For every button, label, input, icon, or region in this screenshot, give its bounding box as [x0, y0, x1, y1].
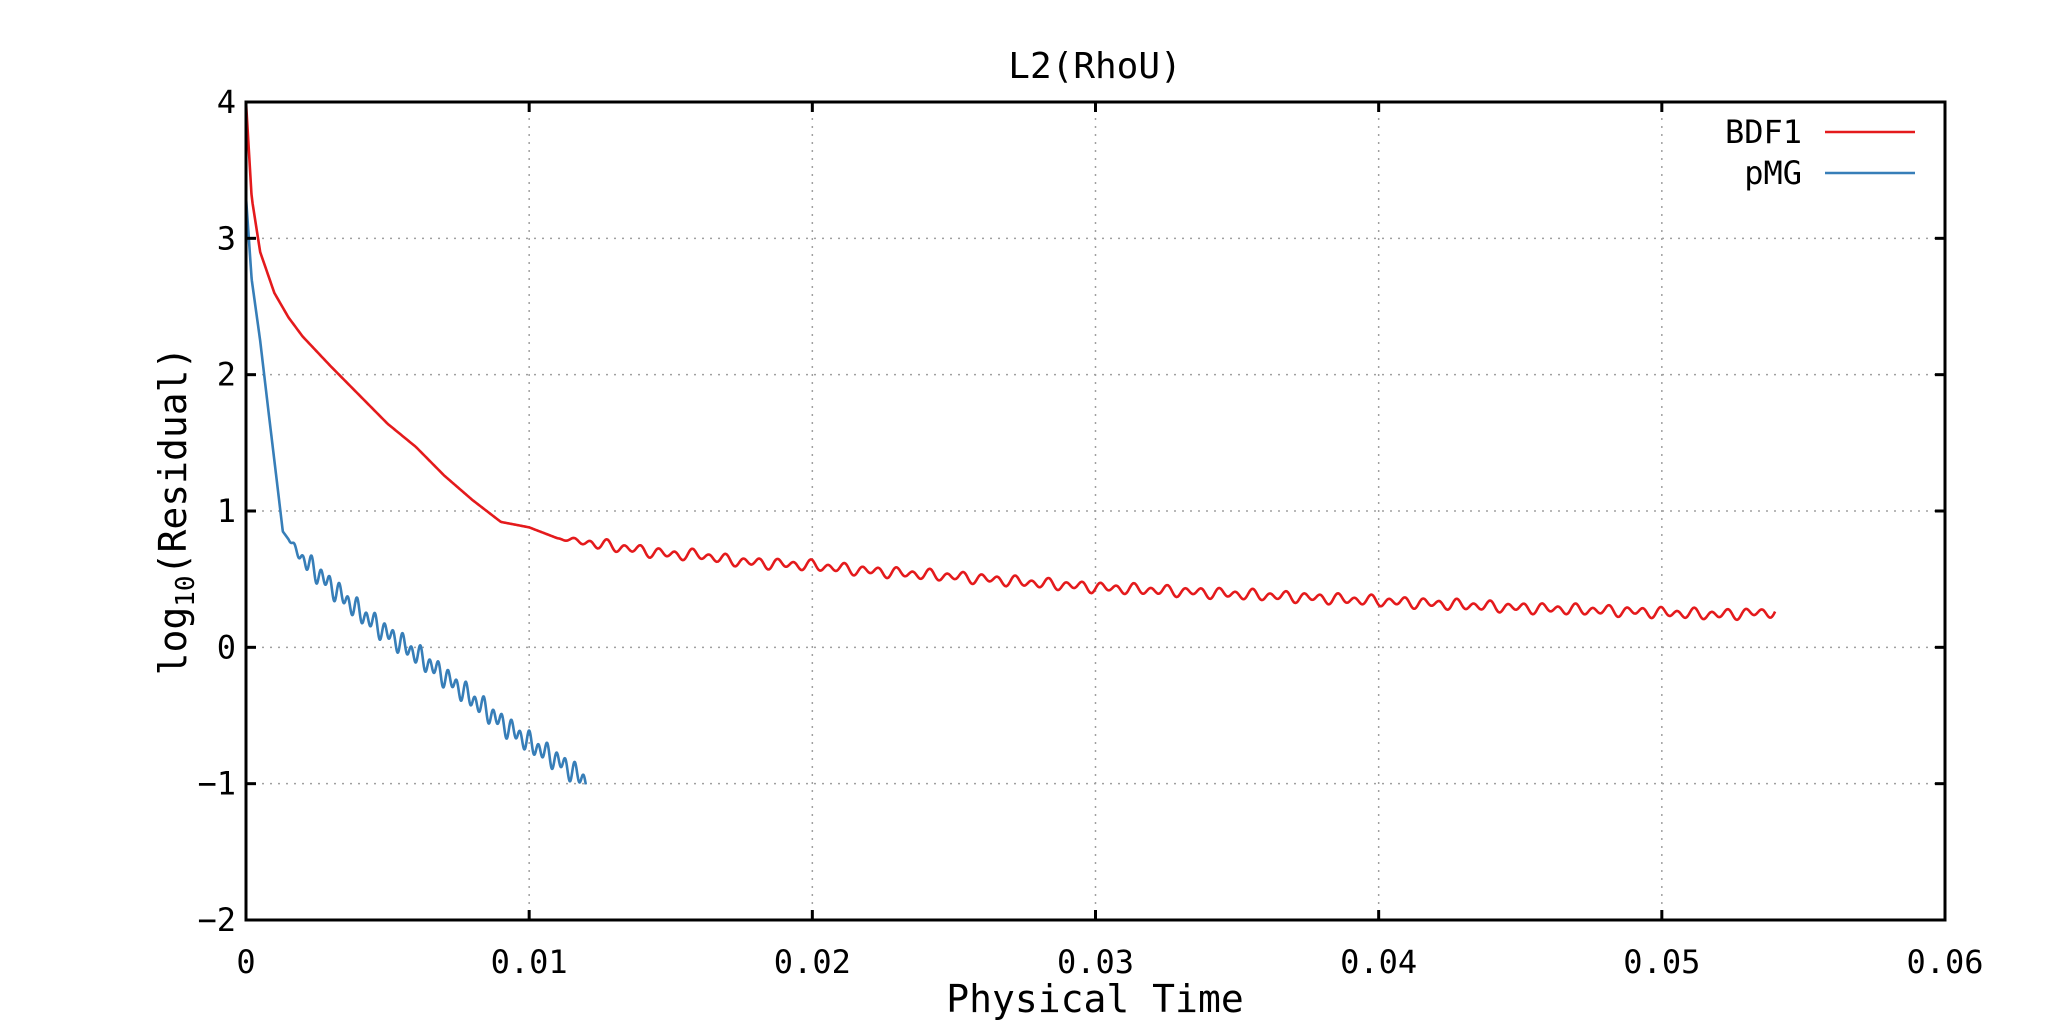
x-tick-label: 0 [236, 943, 255, 981]
y-tick-label: 2 [217, 356, 236, 394]
y-axis-label-subscript: 10 [171, 575, 201, 606]
chart-title: L2(RhoU) [1008, 46, 1181, 87]
y-axis-label: log10(Residual) [151, 347, 201, 676]
y-tick-labels: −2 −1 0 1 2 3 4 [197, 83, 236, 939]
grid [246, 102, 1945, 920]
y-tick-label: 3 [217, 219, 236, 257]
x-tick-label: 0.05 [1623, 943, 1700, 981]
x-tick-labels: 0 0.01 0.02 0.03 0.04 0.05 0.06 [236, 943, 1983, 981]
series-layer [244, 101, 1777, 785]
legend-label-pmg: pMG [1744, 154, 1802, 192]
y-tick-label: −2 [197, 901, 236, 939]
series-line-bdf1 [244, 101, 1777, 622]
x-tick-label: 0.06 [1906, 943, 1983, 981]
x-tick-label: 0.02 [774, 943, 851, 981]
ticks [244, 100, 1947, 922]
x-axis-label: Physical Time [946, 977, 1243, 1021]
y-axis-label-tail: (Residual) [151, 347, 195, 576]
y-tick-label: −1 [197, 765, 236, 803]
x-tick-label: 0.01 [491, 943, 568, 981]
legend-label-bdf1: BDF1 [1725, 113, 1802, 151]
y-tick-label: 0 [217, 628, 236, 666]
series-line-pmg [244, 197, 588, 785]
y-axis-label-main: log [151, 607, 195, 676]
y-tick-label: 1 [217, 492, 236, 530]
x-tick-label: 0.04 [1340, 943, 1417, 981]
y-tick-label: 4 [217, 83, 236, 121]
x-tick-label: 0.03 [1057, 943, 1134, 981]
